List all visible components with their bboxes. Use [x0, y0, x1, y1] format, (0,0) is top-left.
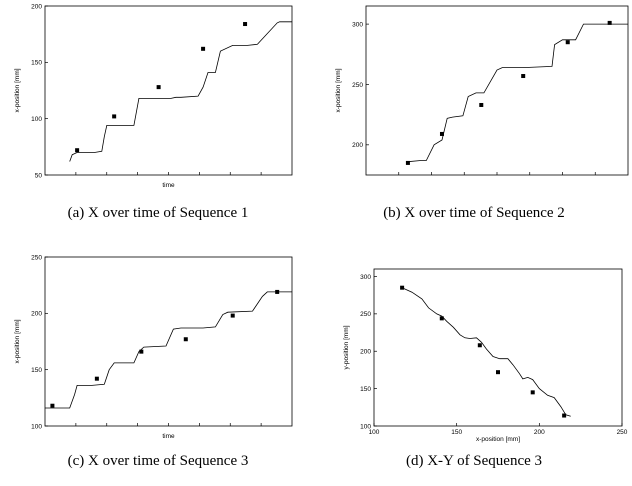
- measurement-marker: [607, 20, 612, 25]
- trajectory-line: [401, 287, 571, 417]
- chart-sequence2-x-over-time: 200 250 300 x-position [mm]: [335, 5, 629, 176]
- plot-frame: [44, 256, 293, 427]
- y-axis-label: x-position [mm]: [335, 68, 342, 112]
- chart-sequence1-x-over-time: 50 100 150 200 x-position [mm] time: [14, 3, 293, 189]
- y-tick-label: 200: [352, 142, 363, 149]
- y-axis-label: x-position [mm]: [14, 319, 21, 363]
- y-tick-label: 50: [35, 172, 43, 179]
- caption-d: (d) X-Y of Sequence 3: [405, 453, 543, 469]
- measurement-marker: [94, 376, 99, 381]
- trajectory-line: [69, 21, 292, 162]
- measurement-marker: [112, 114, 117, 119]
- chart-sequence3-x-over-time: 100 150 200 250 x-position [mm] time: [14, 254, 293, 440]
- measurement-marker: [479, 102, 484, 107]
- y-tick-label: 200: [31, 3, 42, 10]
- measurement-marker: [156, 85, 161, 90]
- trajectory-line: [45, 291, 292, 409]
- x-axis-label: x-position [mm]: [476, 436, 520, 443]
- measurement-marker: [521, 74, 526, 79]
- measurement-marker: [275, 289, 280, 294]
- x-axis-label: time: [162, 433, 175, 440]
- y-axis-label: y-position [mm]: [343, 325, 350, 369]
- panel-sequence3-x-over-time: 100 150 200 250 x-position [mm] time (c) X ov…: [0, 243, 316, 469]
- measurement-marker: [230, 313, 235, 318]
- measurement-marker: [183, 337, 188, 342]
- chart-sequence3-xy: 100 150 200 250 300 100 150 200 250 y-position [m…: [343, 268, 628, 443]
- y-tick-label: 300: [360, 274, 371, 281]
- measurement-marker: [201, 46, 206, 51]
- y-tick-label: 250: [352, 82, 363, 89]
- plot-frame: [44, 5, 293, 176]
- measurement-marker: [139, 349, 144, 354]
- x-tick-label: 150: [451, 429, 462, 436]
- panel-sequence1-x-over-time: 50 100 150 200 x-position [mm] time (a) X ove…: [0, 0, 316, 221]
- measurement-marker: [400, 285, 405, 290]
- measurement-marker: [565, 40, 570, 45]
- caption-c: (c) X over time of Sequence 3: [67, 453, 249, 469]
- y-tick-label: 100: [31, 116, 42, 123]
- measurement-marker: [562, 413, 567, 418]
- plot-frame: [365, 5, 629, 176]
- y-tick-label: 150: [31, 60, 42, 67]
- measurement-marker: [405, 160, 410, 165]
- y-tick-label: 200: [360, 349, 371, 356]
- x-axis-label: time: [162, 182, 175, 189]
- panel-sequence3-xy: 100 150 200 250 300 100 150 200 250 y-position [m…: [316, 243, 632, 469]
- measurement-marker: [243, 22, 248, 27]
- measurement-marker: [530, 390, 535, 395]
- y-tick-label: 100: [31, 423, 42, 430]
- measurement-marker: [439, 131, 444, 136]
- y-tick-label: 150: [31, 367, 42, 374]
- y-tick-label: 250: [360, 311, 371, 318]
- trajectory-line: [407, 23, 628, 163]
- measurement-marker: [75, 148, 80, 153]
- y-tick-label: 100: [360, 423, 371, 430]
- y-tick-label: 150: [360, 386, 371, 393]
- caption-a: (a) X over time of Sequence 1: [67, 205, 249, 221]
- x-tick-label: 100: [369, 429, 380, 436]
- measurement-marker: [477, 343, 482, 348]
- plot-frame: [373, 268, 623, 427]
- measurement-marker: [439, 316, 444, 321]
- measurement-marker: [496, 370, 500, 375]
- x-tick-label: 250: [617, 429, 628, 436]
- y-tick-label: 250: [31, 254, 42, 261]
- caption-b: (b) X over time of Sequence 2: [383, 205, 565, 221]
- y-axis-label: x-position [mm]: [14, 68, 21, 112]
- measurement-marker: [50, 403, 55, 408]
- panel-sequence2-x-over-time: 200 250 300 x-position [mm] (b) X over time…: [316, 0, 632, 221]
- y-tick-label: 300: [352, 21, 363, 28]
- x-tick-label: 200: [534, 429, 545, 436]
- y-tick-label: 200: [31, 311, 42, 318]
